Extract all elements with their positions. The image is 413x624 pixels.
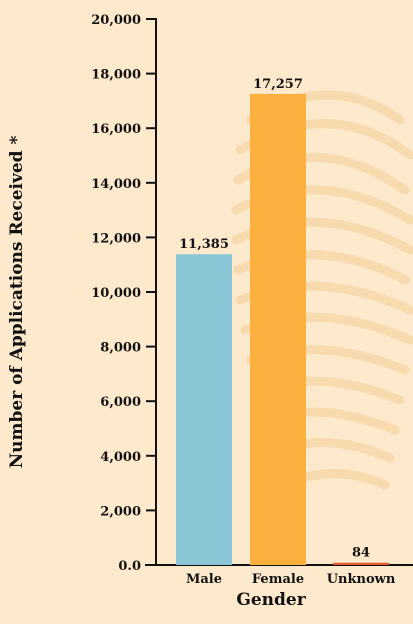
bar-male	[176, 254, 232, 565]
bar-value-label: 11,385	[179, 237, 229, 252]
bar-female	[250, 93, 306, 565]
y-tick-label: 12,000	[91, 231, 141, 246]
y-tick-label: 16,000	[91, 122, 141, 137]
y-tick-label: 10,000	[91, 286, 141, 301]
y-tick-label: 4,000	[100, 450, 141, 465]
y-tick-label: 8,000	[100, 341, 141, 356]
x-tick-label: Female	[252, 572, 304, 587]
x-tick-label: Male	[186, 572, 222, 587]
x-tick-label: Unknown	[327, 572, 396, 587]
y-tick-label: 0.0	[118, 559, 141, 574]
bar-value-label: 17,257	[253, 77, 303, 92]
bar-value-label: 84	[352, 546, 370, 561]
y-axis-title: Number of Applications Received *	[7, 135, 27, 469]
y-tick-label: 18,000	[91, 68, 141, 83]
bar-unknown	[333, 562, 389, 565]
y-tick-label: 20,000	[91, 13, 141, 28]
y-tick-label: 2,000	[100, 504, 141, 519]
y-tick-label: 6,000	[100, 395, 141, 410]
x-axis-title: Gender	[236, 590, 306, 610]
y-tick-label: 14,000	[91, 177, 141, 192]
